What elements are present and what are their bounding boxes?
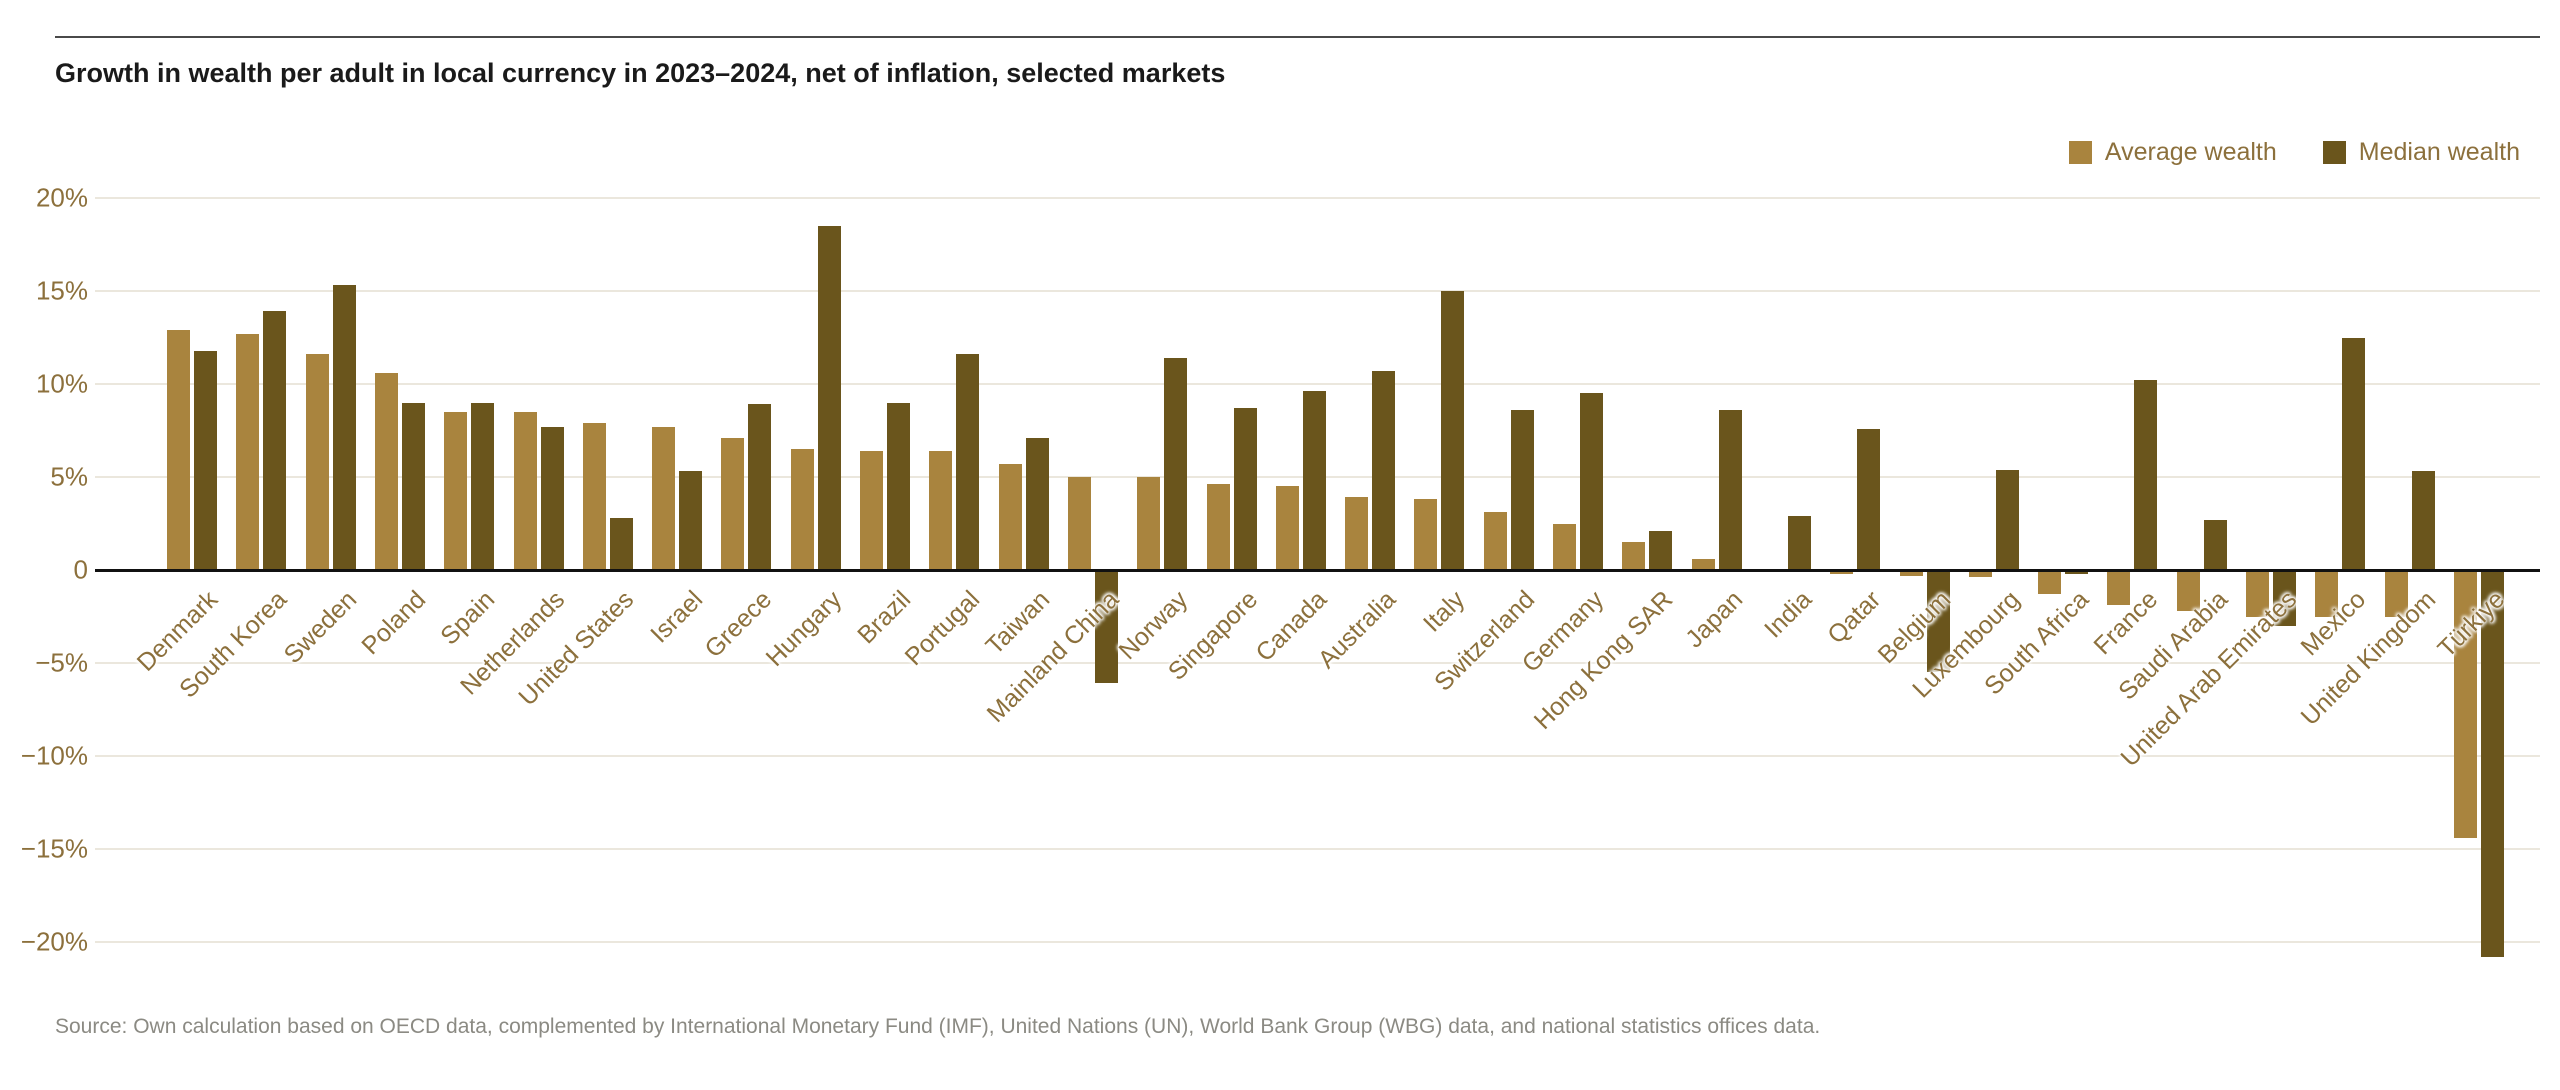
gridline [95, 755, 2540, 757]
bar-average-south-africa [2038, 570, 2062, 595]
bar-average-italy [1414, 499, 1438, 570]
bar-median-qatar [1857, 428, 1881, 570]
legend-item-average: Average wealth [2068, 138, 2277, 167]
y-axis-tick-label: 0 [73, 554, 88, 585]
bar-median-singapore [1233, 408, 1257, 570]
bar-average-united-states [582, 423, 606, 570]
bar-average-canada [1275, 486, 1299, 570]
bar-average-united-arab-emirates [2246, 570, 2269, 617]
y-axis-tick-label: −15% [20, 833, 88, 864]
bar-median-norway [1164, 357, 1188, 570]
bar-average-mexico [2315, 570, 2339, 617]
bar-median-south-korea [263, 311, 287, 570]
bar-median-mainland-china [1094, 570, 1118, 684]
bar-median-taiwan [1025, 437, 1049, 570]
bar-median-mexico [2342, 337, 2366, 570]
legend-item-median: Median wealth [2322, 138, 2520, 167]
bar-average-hungary [790, 449, 814, 570]
bar-median-belgium [1926, 570, 1950, 673]
gridline [95, 290, 2540, 292]
bar-average-israel [652, 426, 676, 570]
gridline [95, 383, 2540, 385]
bar-median-portugal [956, 354, 980, 570]
bar-average-australia [1345, 497, 1369, 570]
legend: Average wealth Median wealth [2068, 138, 2520, 167]
bar-average-luxembourg [1968, 570, 1992, 578]
bar-average-portugal [929, 450, 953, 570]
bar-average-mainland-china [1067, 477, 1091, 570]
bar-average-singapore [1206, 484, 1230, 570]
bar-average-poland [374, 372, 398, 570]
bar-average-hong-kong-sar [1622, 542, 1646, 570]
bar-average-france [2107, 570, 2131, 606]
bar-median-israel [679, 471, 703, 570]
gridline [95, 662, 2540, 664]
bar-median-united-arab-emirates [2273, 570, 2296, 626]
average-wealth-swatch-icon [2068, 141, 2092, 164]
bar-average-netherlands [513, 411, 537, 570]
gridline [95, 941, 2540, 943]
bar-median-luxembourg [1995, 469, 2019, 570]
bar-average-taiwan [998, 463, 1022, 570]
bar-median-australia [1372, 370, 1396, 570]
bar-median-spain [471, 402, 495, 570]
legend-label-average: Average wealth [2104, 138, 2277, 166]
bar-median-switzerland [1510, 410, 1534, 570]
bar-average-t-rkiye [2453, 570, 2477, 838]
x-axis-baseline [95, 569, 2540, 572]
bar-median-poland [401, 402, 425, 570]
bar-median-germany [1580, 393, 1603, 570]
bar-average-saudi-arabia [2176, 570, 2200, 611]
bar-median-greece [748, 404, 772, 570]
bar-average-norway [1137, 477, 1161, 570]
bar-average-sweden [305, 354, 329, 570]
bar-average-spain [444, 411, 468, 570]
bar-median-netherlands [540, 426, 564, 570]
bar-average-switzerland [1483, 512, 1507, 570]
bar-average-germany [1553, 523, 1576, 570]
y-axis-tick-label: −20% [20, 926, 88, 957]
bar-median-canada [1302, 391, 1326, 570]
bar-median-india [1787, 516, 1811, 570]
bar-median-united-states [609, 517, 633, 570]
bar-median-brazil [887, 402, 910, 570]
median-wealth-swatch-icon [2322, 141, 2346, 164]
y-axis-tick-label: −10% [20, 740, 88, 771]
gridline [95, 848, 2540, 850]
bar-median-italy [1441, 291, 1465, 570]
bar-average-japan [1691, 558, 1715, 570]
bar-median-japan [1718, 410, 1742, 570]
bar-average-belgium [1899, 570, 1923, 576]
chart-title: Growth in wealth per adult in local curr… [55, 58, 1226, 88]
bar-median-sweden [332, 285, 356, 570]
bar-median-hungary [817, 225, 841, 570]
legend-label-median: Median wealth [2358, 138, 2520, 166]
bar-median-united-kingdom [2411, 471, 2435, 570]
bar-average-brazil [860, 450, 883, 570]
y-axis-tick-label: −5% [35, 647, 88, 678]
gridline [95, 197, 2540, 199]
bar-median-hong-kong-sar [1649, 530, 1673, 570]
bar-average-greece [721, 437, 745, 570]
y-axis-tick-label: 5% [50, 461, 88, 492]
header-rule [55, 36, 2540, 38]
y-axis-tick-label: 20% [35, 182, 88, 213]
bar-median-t-rkiye [2480, 570, 2504, 957]
bar-median-france [2134, 380, 2158, 570]
y-axis-tick-label: 15% [35, 275, 88, 306]
bar-average-south-korea [236, 333, 260, 570]
bar-average-denmark [167, 330, 190, 570]
bar-median-denmark [194, 350, 217, 570]
y-axis-tick-label: 10% [35, 368, 88, 399]
bar-median-saudi-arabia [2203, 519, 2227, 570]
source-note: Source: Own calculation based on OECD da… [55, 1015, 1821, 1038]
bar-average-united-kingdom [2384, 570, 2408, 617]
